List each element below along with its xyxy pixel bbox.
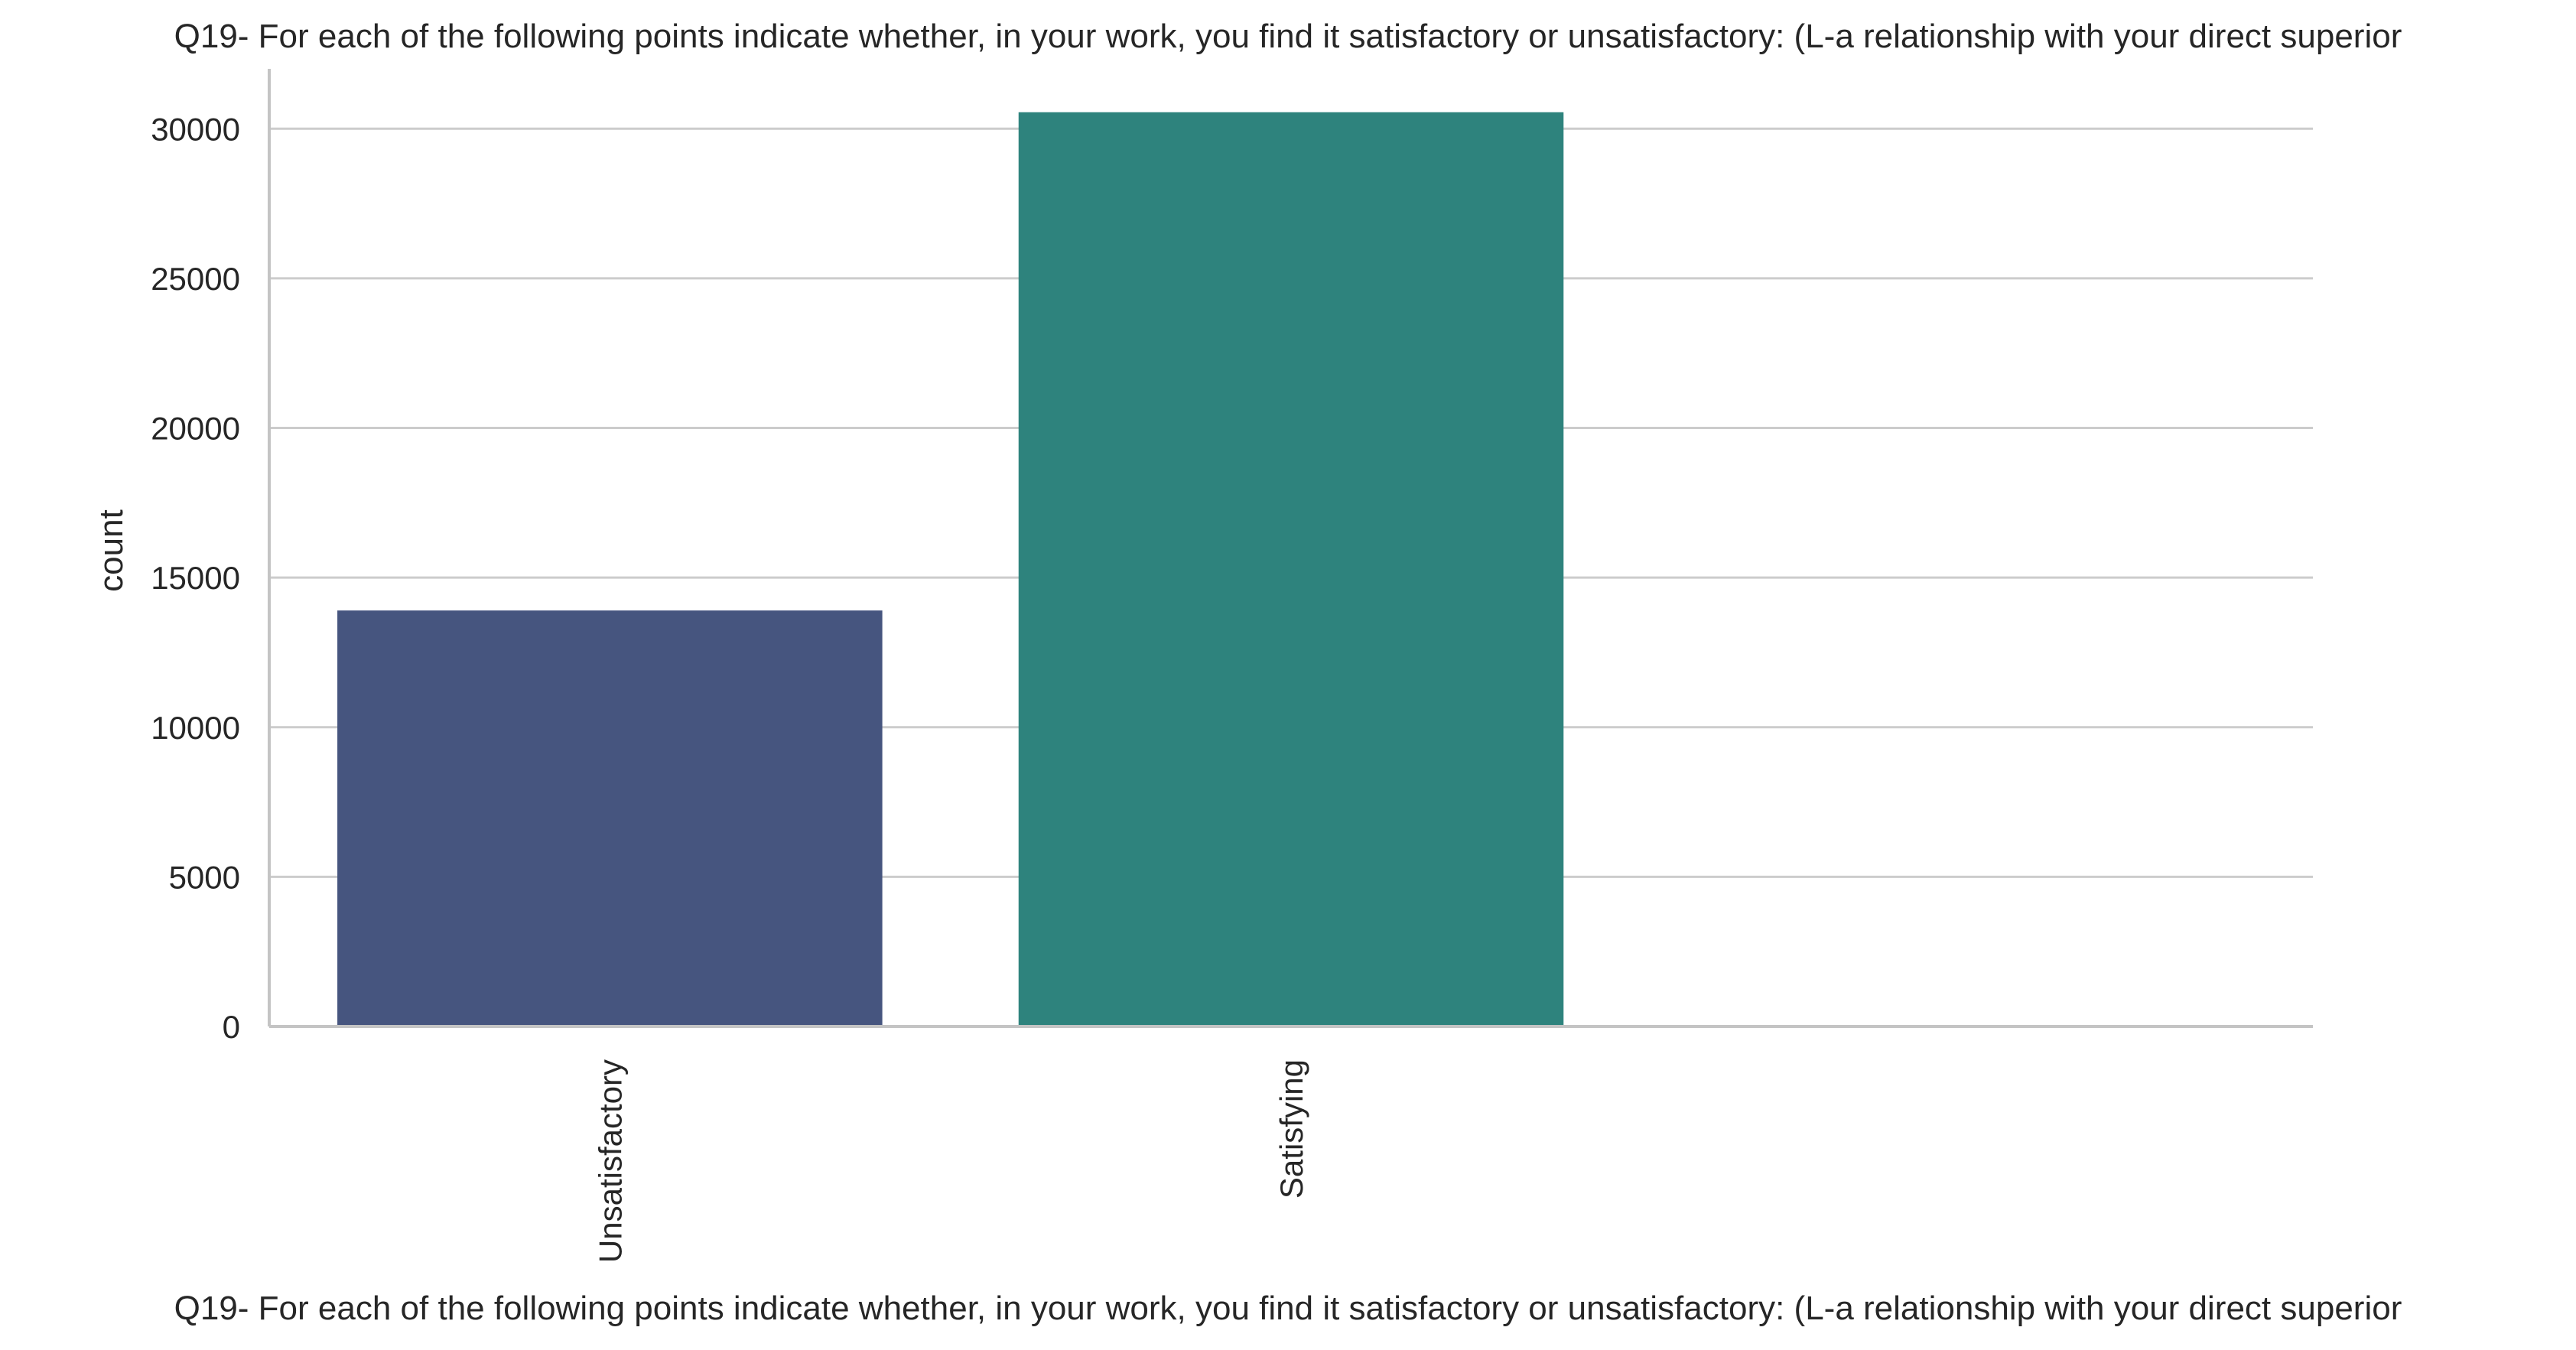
x-tick-labels: Unsatisfactory Satisfying — [592, 1059, 1309, 1263]
bar — [1018, 112, 1564, 1027]
y-tick-labels: 0 5000 10000 15000 20000 25000 30000 — [151, 111, 240, 1045]
x-axis-label: Q19- For each of the following points in… — [174, 1290, 2402, 1327]
bars — [337, 112, 1564, 1027]
y-tick-label: 10000 — [151, 710, 240, 746]
x-tick-label: Satisfying — [1273, 1059, 1309, 1199]
y-tick-label: 20000 — [151, 411, 240, 447]
y-axis-label: count — [93, 509, 130, 592]
y-tick-label: 25000 — [151, 261, 240, 297]
bar — [337, 610, 883, 1026]
x-tick-label: Unsatisfactory — [592, 1059, 628, 1263]
chart-title: Q19- For each of the following points in… — [174, 18, 2402, 55]
y-tick-label: 30000 — [151, 111, 240, 147]
y-tick-label: 15000 — [151, 560, 240, 596]
y-tick-label: 5000 — [169, 859, 240, 895]
y-tick-label: 0 — [223, 1009, 240, 1045]
axes — [268, 69, 2313, 1028]
